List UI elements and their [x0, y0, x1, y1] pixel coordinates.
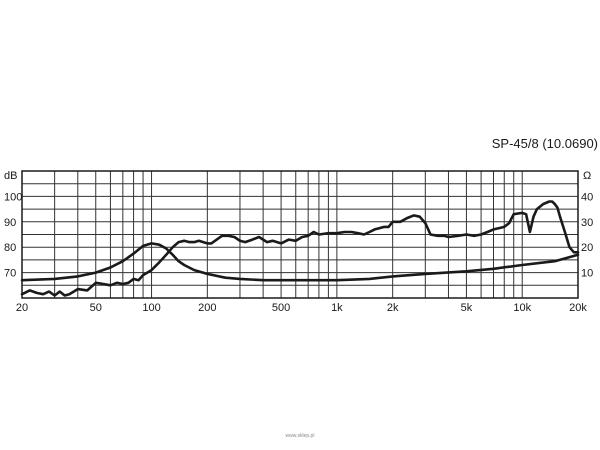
y-tick-label: 70 [4, 268, 16, 280]
y-tick-label: 80 [4, 242, 16, 254]
y2-tick-labels: 10 20 30 40 [581, 191, 593, 279]
impedance-curve [20, 242, 580, 282]
x-tick-label: 1k [331, 302, 343, 314]
right-axis-unit: Ω [583, 170, 591, 182]
x-tick-label: 50 [90, 302, 102, 314]
x-tick-label: 20k [569, 302, 587, 314]
y-tick-labels: 70 80 90 100 [4, 191, 22, 279]
chart-title: SP-45/8 (10.0690) [492, 136, 598, 151]
footer-text: www.sklep.pl [286, 433, 315, 439]
x-tick-label: 100 [142, 302, 160, 314]
x-tick-label: 20 [16, 302, 28, 314]
y2-tick-label: 40 [581, 191, 593, 203]
x-tick-label: 10k [513, 302, 531, 314]
y2-tick-label: 10 [581, 268, 593, 280]
spl-curve [20, 200, 580, 297]
x-tick-label: 5k [461, 302, 473, 314]
chart-grid [22, 171, 578, 298]
plot-frame [21, 170, 579, 299]
x-tick-label: 2k [387, 302, 399, 314]
x-tick-label: 200 [198, 302, 216, 314]
x-tick-labels: 20 50 100 200 500 1k 2k 5k 10k 20k [16, 302, 587, 314]
y-tick-label: 90 [4, 217, 16, 229]
x-tick-label: 500 [272, 302, 290, 314]
y2-tick-label: 30 [581, 217, 593, 229]
y2-tick-label: 20 [581, 242, 593, 254]
left-axis-unit: dB [4, 170, 17, 182]
y-tick-label: 100 [4, 191, 22, 203]
chart-curves [20, 200, 580, 297]
